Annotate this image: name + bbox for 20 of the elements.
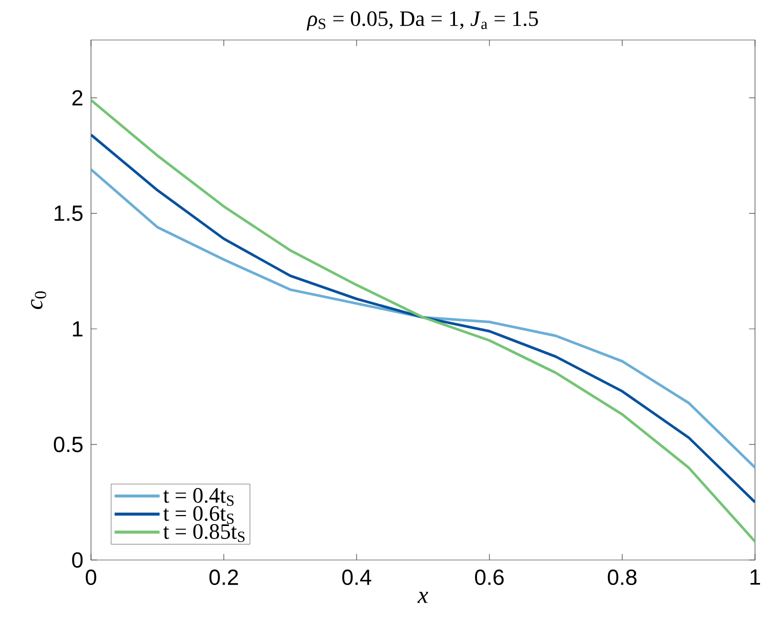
x-tick-label: 0.6 [475, 570, 504, 586]
line-series [91, 168, 756, 469]
x-tick-label: 0.8 [608, 570, 636, 586]
y-tick-label: 2 [72, 90, 82, 106]
x-axis-title: x [417, 592, 428, 603]
line-series [91, 133, 756, 504]
line-series [91, 98, 756, 543]
y-tick-label: 1 [72, 321, 82, 336]
y-tick-label: 0.5 [54, 436, 83, 452]
legend-label: t = 0.85t$_{S}$ [163, 524, 245, 542]
legend-label: t = 0.6t$_{S}$ [163, 506, 234, 524]
x-tick-label: 0.2 [209, 570, 238, 586]
y-tick-label: 1.5 [54, 206, 83, 221]
y-tick-label: 0 [72, 552, 83, 568]
x-tick-label: 1 [750, 570, 760, 585]
chart-title: ρ$_{S}$ = 0.05, Da = 1, J$_{a}$ = 1.5 [306, 11, 538, 30]
x-tick-label: 0 [86, 570, 96, 586]
legend-label: t = 0.4t$_{S}$ [163, 488, 234, 506]
y-axis-title: c$_{0}$ [31, 291, 46, 309]
x-tick-label: 0.4 [342, 570, 372, 586]
